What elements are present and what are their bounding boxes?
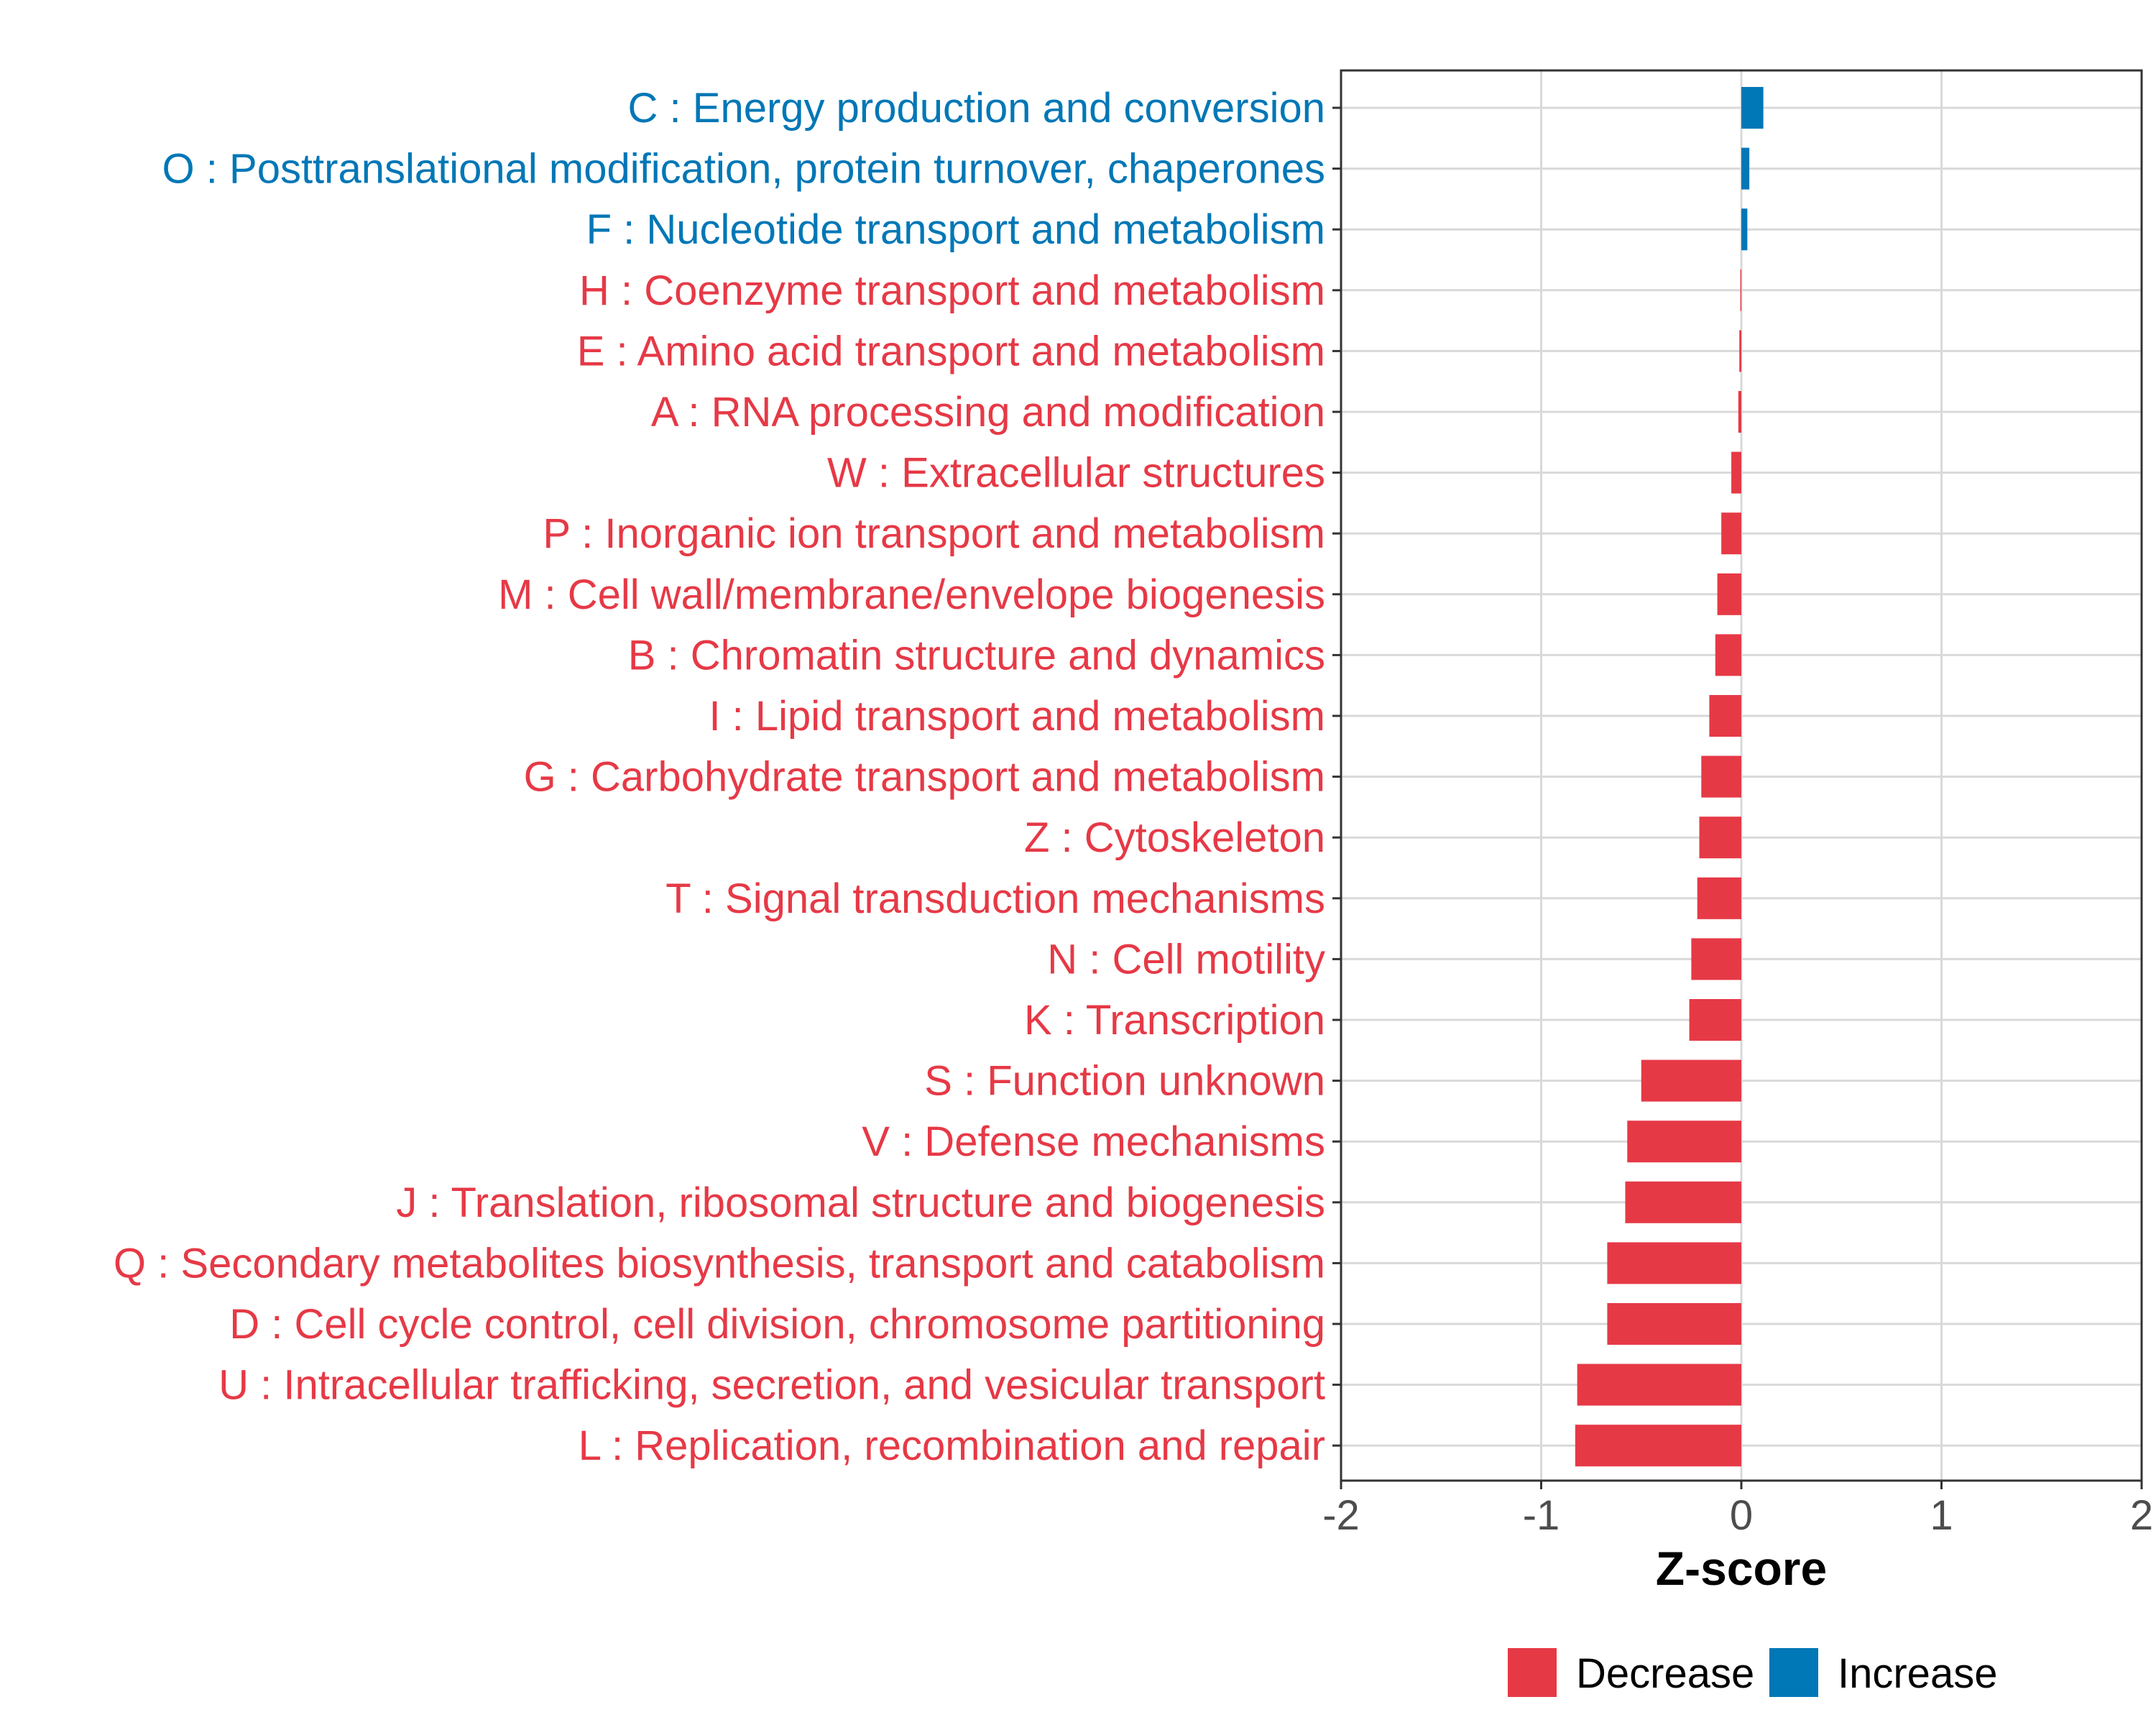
- legend-label: Increase: [1838, 1650, 1997, 1697]
- bar: [1577, 1363, 1741, 1406]
- x-tick-label: 1: [1930, 1492, 1953, 1539]
- category-label: N : Cell motility: [1047, 936, 1325, 983]
- bar: [1741, 87, 1764, 129]
- bar: [1709, 695, 1741, 737]
- category-label: M : Cell wall/membrane/envelope biogenes…: [498, 571, 1325, 618]
- plot-panel-border: [1340, 69, 2143, 1482]
- x-axis-title: Z-score: [1656, 1542, 1827, 1595]
- bar: [1607, 1303, 1741, 1345]
- legend: Decrease Increase: [1508, 1648, 1997, 1697]
- bar: [1699, 816, 1741, 859]
- bar: [1625, 1181, 1741, 1223]
- x-axis: -2 -1 0 1 2: [1322, 106, 2153, 1539]
- bar: [1701, 755, 1741, 798]
- x-tick-label: 2: [2130, 1492, 2153, 1539]
- category-label: J : Translation, ribosomal structure and…: [396, 1179, 1325, 1226]
- bar: [1697, 877, 1741, 919]
- category-label: P : Inorganic ion transport and metaboli…: [543, 510, 1325, 557]
- category-label: L : Replication, recombination and repai…: [579, 1422, 1325, 1469]
- legend-swatch: [1769, 1648, 1818, 1697]
- category-label: H : Coenzyme transport and metabolism: [579, 267, 1325, 314]
- category-label: K : Transcription: [1024, 997, 1325, 1044]
- category-label: C : Energy production and conversion: [628, 85, 1325, 132]
- bar: [1689, 999, 1741, 1041]
- legend-swatch: [1508, 1648, 1557, 1697]
- bar: [1627, 1121, 1741, 1163]
- category-label: W : Extracellular structures: [827, 450, 1325, 497]
- category-label: E : Amino acid transport and metabolism: [577, 328, 1325, 374]
- bar: [1607, 1242, 1741, 1284]
- category-label: S : Function unknown: [924, 1058, 1325, 1105]
- bar: [1715, 634, 1741, 676]
- category-label: A : RNA processing and modification: [651, 389, 1325, 436]
- category-label: I : Lipid transport and metabolism: [709, 693, 1325, 740]
- bar: [1741, 147, 1750, 190]
- category-label: B : Chromatin structure and dynamics: [628, 632, 1325, 678]
- bar: [1741, 208, 1748, 251]
- category-label: Z : Cytoskeleton: [1024, 814, 1325, 861]
- category-label: D : Cell cycle control, cell division, c…: [229, 1301, 1325, 1348]
- bar: [1575, 1425, 1741, 1467]
- bar: [1740, 269, 1742, 311]
- bar: [1731, 451, 1741, 494]
- category-label: T : Signal transduction mechanisms: [665, 875, 1325, 922]
- category-label: V : Defense mechanisms: [862, 1118, 1325, 1165]
- category-label: U : Intracellular trafficking, secretion…: [218, 1362, 1325, 1409]
- category-label: F : Nucleotide transport and metabolism: [586, 206, 1325, 253]
- category-label: G : Carbohydrate transport and metabolis…: [524, 754, 1325, 801]
- category-label: Q : Secondary metabolites biosynthesis, …: [114, 1240, 1325, 1287]
- bar: [1721, 512, 1741, 555]
- bar: [1739, 330, 1741, 372]
- legend-label: Decrease: [1576, 1650, 1754, 1697]
- x-tick-label: -1: [1523, 1492, 1560, 1539]
- bar: [1738, 391, 1741, 433]
- category-label: O : Posttranslational modification, prot…: [162, 146, 1325, 193]
- bar: [1641, 1059, 1741, 1102]
- x-tick-label: 0: [1730, 1492, 1753, 1539]
- bar: [1717, 573, 1741, 615]
- category-labels: C : Energy production and conversion O : …: [114, 85, 1325, 1469]
- x-tick-label: -2: [1322, 1492, 1360, 1539]
- bar: [1691, 938, 1741, 980]
- bars-layer: [1575, 87, 1764, 1467]
